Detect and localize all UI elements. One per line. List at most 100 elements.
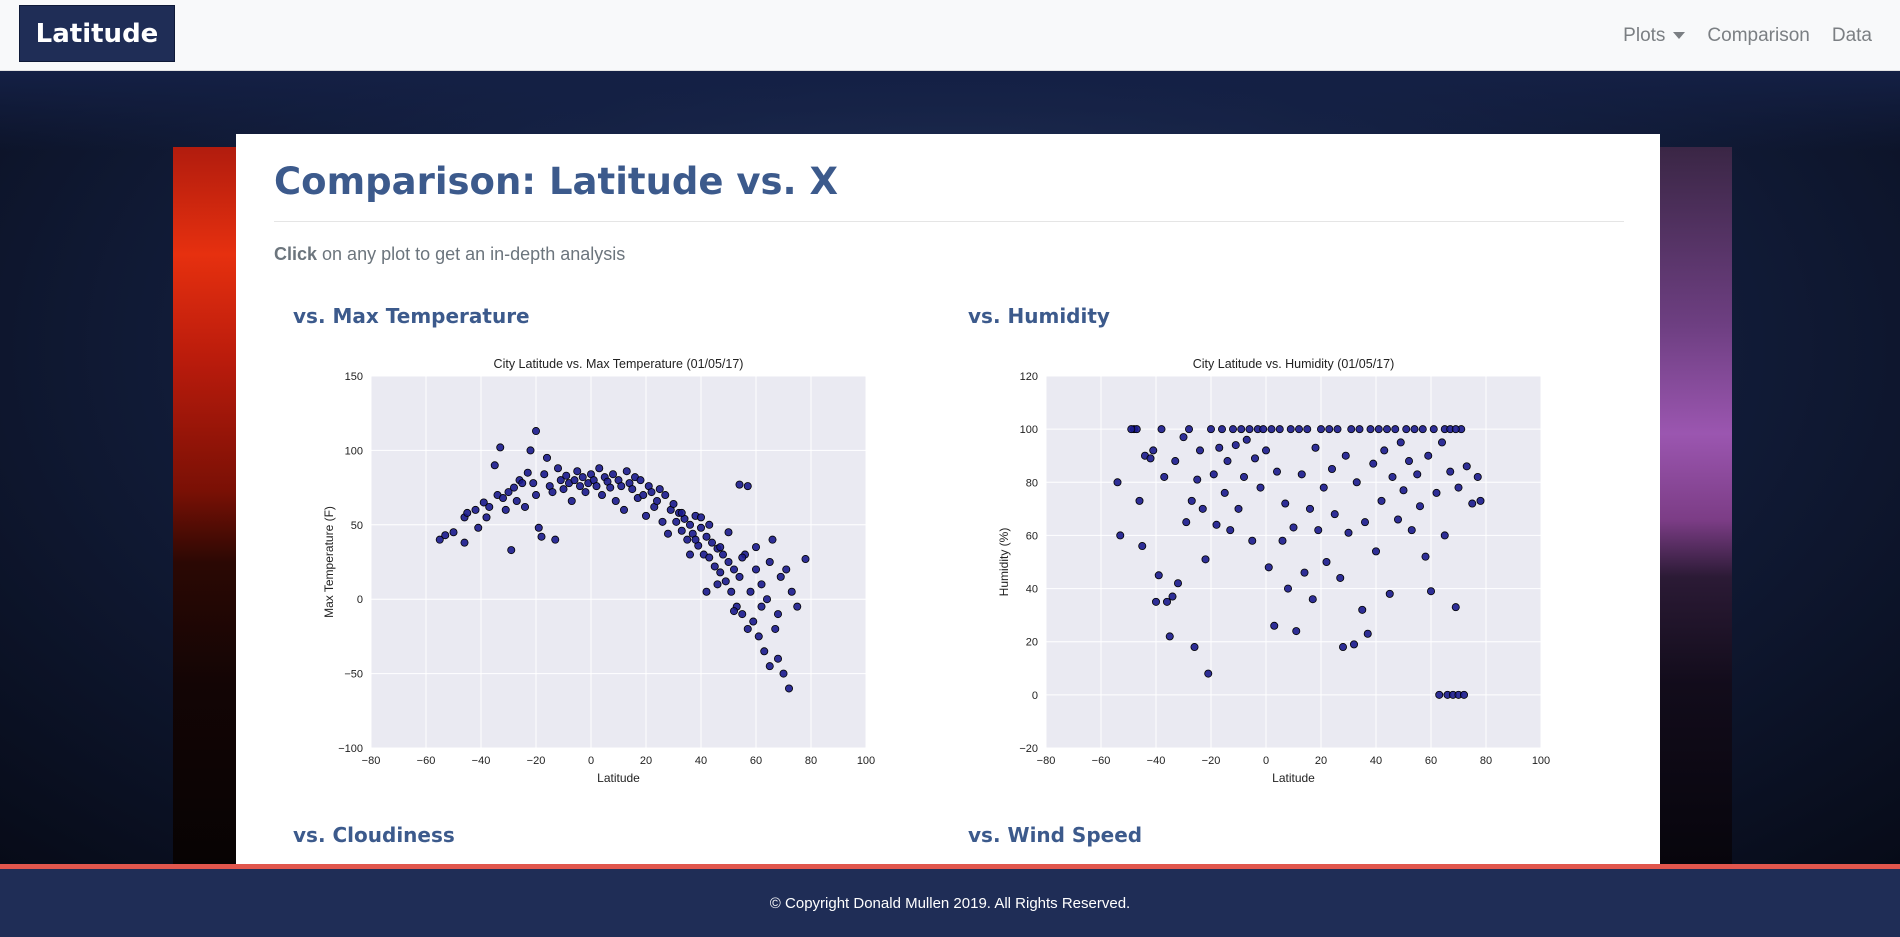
data-point [504,488,513,497]
data-point [718,550,727,559]
data-point [1459,690,1468,699]
sunset-photo-left [173,147,237,864]
y-axis-label: Humidity (%) [997,528,1011,597]
data-point [685,520,694,529]
data-point [1193,475,1202,484]
data-point [661,491,670,500]
plot-humidity[interactable]: −80 −60 −40 −20 0 20 40 60 80 100 −20 0 20 40 60 80 100 1… [991,352,1551,782]
data-point [628,485,637,494]
nav-data-link[interactable]: Data [1831,24,1872,46]
data-point [562,471,571,480]
data-point [735,480,744,489]
brand-logo[interactable]: Latitude [19,5,175,62]
data-point [768,535,777,544]
data-point [479,498,488,507]
data-point [1369,459,1378,468]
data-point [1270,621,1279,630]
data-point [729,565,738,574]
data-point [782,565,791,574]
data-point [754,632,763,641]
data-point [727,587,736,596]
nav-plots-label: Plots [1623,24,1666,46]
data-point [1413,470,1422,479]
plot-area [371,376,866,748]
data-point [636,476,645,485]
data-point [1432,488,1441,497]
data-point [1355,425,1364,434]
data-point [743,482,752,491]
data-point [1333,425,1342,434]
section-title-max-temp: vs. Max Temperature [293,304,530,328]
x-tick-label: 80 [805,755,817,767]
plot-max-temperature[interactable]: −80 −60 −40 −20 0 20 40 60 80 100 −100 −50 0 50 100 150… [316,352,876,782]
data-point [548,488,557,497]
data-point [1374,425,1383,434]
nav-comparison-link[interactable]: Comparison [1707,24,1810,46]
data-point [765,557,774,566]
data-point [526,446,535,455]
data-point [776,572,785,581]
data-point [1242,435,1251,444]
data-point [573,467,582,476]
x-tick-label: −80 [1037,755,1056,767]
data-point [1149,446,1158,455]
data-point [1308,595,1317,604]
data-point [542,453,551,462]
x-tick-label: 0 [588,755,594,767]
data-point [595,464,604,473]
x-tick-label: −80 [362,755,381,767]
y-tick-label: 20 [1026,637,1038,649]
data-point [707,538,716,547]
y-tick-label: 80 [1026,477,1038,489]
y-tick-label: 0 [357,594,363,606]
data-point [1424,451,1433,460]
data-point [1330,510,1339,519]
plot-area [1046,376,1541,748]
data-point [1281,499,1290,508]
data-point [1366,425,1375,434]
data-point [1182,518,1191,527]
x-tick-label: 80 [1480,755,1492,767]
y-tick-label: −50 [344,669,363,681]
data-point [1250,454,1259,463]
data-point [757,580,766,589]
data-point [738,610,747,619]
data-point [1385,589,1394,598]
data-point [1187,496,1196,505]
section-title-cloudiness: vs. Cloudiness [293,823,455,847]
data-point [749,617,758,626]
data-point [1264,563,1273,572]
data-point [463,508,472,517]
intro-bold: Click [274,244,318,264]
data-point [1429,425,1438,434]
data-point [691,535,700,544]
y-tick-label: 60 [1026,530,1038,542]
data-point [779,669,788,678]
data-point [1371,547,1380,556]
footer: © Copyright Donald Mullen 2019. All Righ… [0,869,1900,937]
y-tick-label: 50 [351,520,363,532]
data-point [1407,526,1416,535]
x-tick-label: 20 [640,755,652,767]
data-point [705,553,714,562]
data-point [1286,425,1295,434]
data-point [1204,669,1213,678]
data-point [724,528,733,537]
data-point [529,479,538,488]
x-tick-label: 40 [1370,755,1382,767]
data-point [1179,433,1188,442]
data-point [1437,438,1446,447]
intro-text: Click on any plot to get an in-depth ana… [274,244,625,265]
x-tick-label: 60 [750,755,762,767]
data-point [639,491,648,500]
data-point [537,532,546,541]
data-point [1468,499,1477,508]
data-point [606,483,615,492]
x-tick-label: −20 [1202,755,1221,767]
sunset-photo-right [1660,147,1732,864]
nav-plots-dropdown[interactable]: Plots [1623,24,1686,47]
data-point [1341,451,1350,460]
data-point [611,496,620,505]
data-point [669,499,678,508]
data-point [1228,425,1237,434]
